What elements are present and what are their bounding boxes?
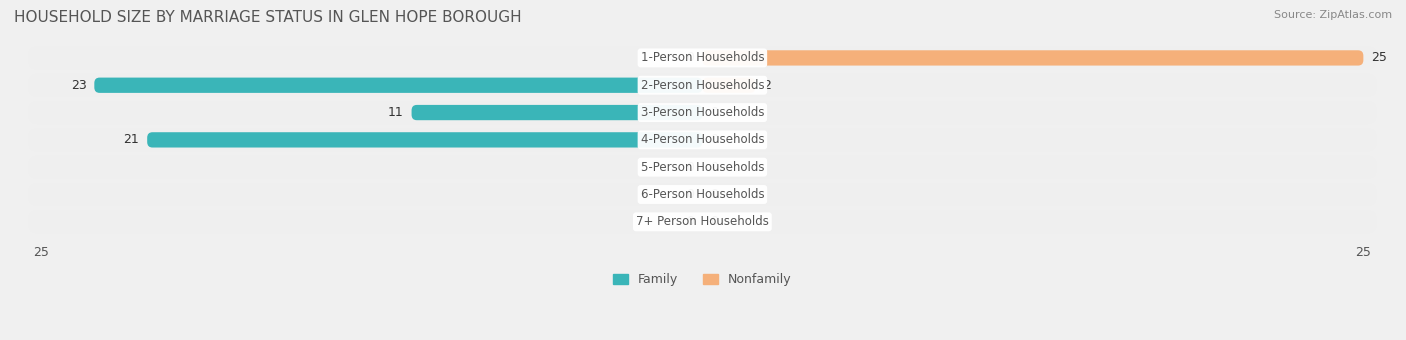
- Text: HOUSEHOLD SIZE BY MARRIAGE STATUS IN GLEN HOPE BOROUGH: HOUSEHOLD SIZE BY MARRIAGE STATUS IN GLE…: [14, 10, 522, 25]
- Text: 21: 21: [124, 133, 139, 147]
- Text: 0: 0: [686, 51, 695, 64]
- Text: 2: 2: [763, 79, 770, 92]
- Text: 1-Person Households: 1-Person Households: [641, 51, 765, 64]
- Text: 3-Person Households: 3-Person Households: [641, 106, 763, 119]
- FancyBboxPatch shape: [28, 183, 1376, 206]
- Text: 11: 11: [388, 106, 404, 119]
- Text: 4-Person Households: 4-Person Households: [641, 133, 765, 147]
- Text: Source: ZipAtlas.com: Source: ZipAtlas.com: [1274, 10, 1392, 20]
- Text: 0: 0: [710, 188, 718, 201]
- FancyBboxPatch shape: [94, 78, 703, 93]
- Text: 0: 0: [710, 161, 718, 174]
- FancyBboxPatch shape: [412, 105, 703, 120]
- Text: 7+ Person Households: 7+ Person Households: [636, 215, 769, 228]
- Text: 2-Person Households: 2-Person Households: [641, 79, 765, 92]
- Legend: Family, Nonfamily: Family, Nonfamily: [607, 268, 797, 291]
- Text: 0: 0: [686, 188, 695, 201]
- FancyBboxPatch shape: [28, 101, 1376, 124]
- Text: 0: 0: [710, 106, 718, 119]
- FancyBboxPatch shape: [703, 50, 1364, 66]
- FancyBboxPatch shape: [28, 74, 1376, 97]
- Text: 0: 0: [686, 215, 695, 228]
- FancyBboxPatch shape: [148, 132, 703, 148]
- Text: 0: 0: [686, 161, 695, 174]
- FancyBboxPatch shape: [703, 78, 755, 93]
- Text: 6-Person Households: 6-Person Households: [641, 188, 765, 201]
- Text: 0: 0: [710, 215, 718, 228]
- Text: 25: 25: [1371, 51, 1388, 64]
- FancyBboxPatch shape: [28, 129, 1376, 151]
- Text: 23: 23: [70, 79, 86, 92]
- FancyBboxPatch shape: [28, 210, 1376, 233]
- Text: 5-Person Households: 5-Person Households: [641, 161, 763, 174]
- FancyBboxPatch shape: [28, 156, 1376, 178]
- FancyBboxPatch shape: [28, 47, 1376, 69]
- Text: 0: 0: [710, 133, 718, 147]
